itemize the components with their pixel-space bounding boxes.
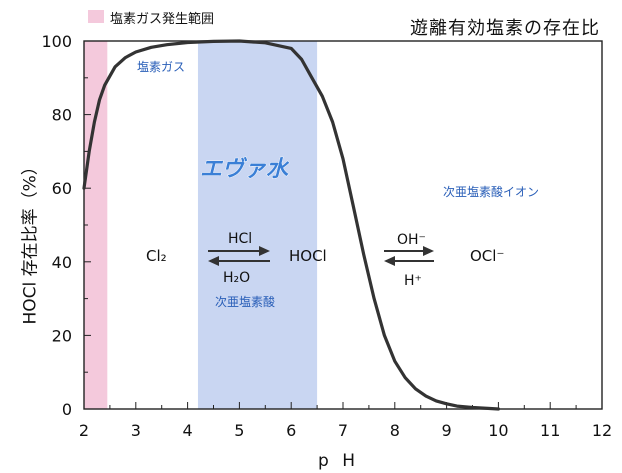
x-tick-label: 5 xyxy=(234,421,244,440)
x-tick-label: 2 xyxy=(79,421,89,440)
region-1 xyxy=(197,41,318,409)
arrow1-forward-head xyxy=(259,246,270,256)
arrow1-back-head xyxy=(208,256,219,266)
x-tick-label: 8 xyxy=(390,421,400,440)
x-tick-label: 7 xyxy=(338,421,348,440)
y-tick-label: 0 xyxy=(62,400,72,419)
region-label-gas: 塩素ガス xyxy=(137,59,185,74)
x-tick-label: 10 xyxy=(488,421,508,440)
legend-swatch xyxy=(88,10,104,23)
series-line-0 xyxy=(82,39,500,411)
x-tick-label: 12 xyxy=(592,421,612,440)
arrow1-top-label: HCl xyxy=(228,231,252,247)
species-hocl: HOCl xyxy=(289,247,327,265)
x-tick-label: 9 xyxy=(442,421,452,440)
arrow2-back-head xyxy=(384,256,395,266)
x-tick-label: 6 xyxy=(286,421,296,440)
region-label-hocl: 次亜塩素酸 xyxy=(215,294,275,309)
arrow2-top-label: OH⁻ xyxy=(397,232,426,248)
arrow1-bottom-label: H₂O xyxy=(223,270,250,286)
region-label-ion: 次亜塩素酸イオン xyxy=(443,184,539,199)
arrow2-forward-head xyxy=(423,246,434,256)
x-tick-label: 11 xyxy=(540,421,560,440)
legend-label: 塩素ガス発生範囲 xyxy=(110,12,215,27)
y-tick-label: 60 xyxy=(52,179,72,198)
y-tick-label: 20 xyxy=(52,326,72,345)
species-cl2: Cl₂ xyxy=(146,247,167,265)
x-tick-label: 4 xyxy=(183,421,193,440)
y-tick-label: 100 xyxy=(41,32,72,51)
region-0 xyxy=(84,41,108,409)
plot-frame xyxy=(83,40,603,410)
x-tick-label: 3 xyxy=(131,421,141,440)
x-axis-label: p H xyxy=(318,451,359,471)
species-ocl: OCl⁻ xyxy=(470,247,504,265)
chart-title: 遊離有効塩素の存在比 xyxy=(410,18,600,39)
eva-label: エヴァ水 xyxy=(200,156,290,182)
arrow2-bottom-label: H⁺ xyxy=(404,273,422,289)
y-tick-label: 80 xyxy=(52,106,72,125)
y-tick-label: 40 xyxy=(52,253,72,272)
